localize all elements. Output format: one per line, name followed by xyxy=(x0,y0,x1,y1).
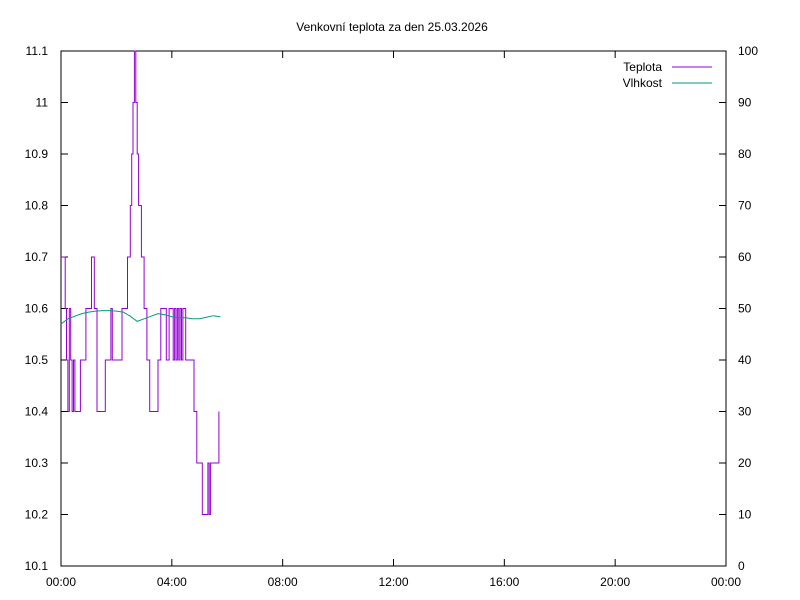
y-left-tick-label: 10.6 xyxy=(25,302,49,316)
axis-ticks xyxy=(60,50,727,567)
y-right-tick-label: 10 xyxy=(738,508,752,522)
x-tick-label: 12:00 xyxy=(378,575,408,589)
legend: Teplota Vlhkost xyxy=(623,60,712,90)
y-right-tick-label: 80 xyxy=(738,147,752,161)
series-line-teplota xyxy=(61,50,220,515)
y-right-tick-label: 30 xyxy=(738,405,752,419)
x-tick-label: 16:00 xyxy=(489,575,519,589)
x-tick-label: 08:00 xyxy=(268,575,298,589)
y-left-tick-label: 10.2 xyxy=(25,508,49,522)
y-right-tick-label: 100 xyxy=(738,44,758,58)
tick-labels: 10.1 10.2 10.3 10.4 10.5 10.6 10.7 10.8 10.9 11 11… xyxy=(25,44,759,589)
y-left-tick-label: 10.9 xyxy=(25,147,49,161)
y-left-tick-label: 10.5 xyxy=(25,353,49,367)
y-left-tick-label: 11.1 xyxy=(26,44,49,58)
y-right-tick-label: 60 xyxy=(738,250,752,264)
x-tick-label: 04:00 xyxy=(157,575,187,589)
y-right-tick-label: 50 xyxy=(738,302,752,316)
legend-label: Vlhkost xyxy=(623,76,663,90)
y-left-tick-label: 10.7 xyxy=(25,250,49,264)
series-line-vlhkost xyxy=(60,310,221,325)
x-tick-label: 00:00 xyxy=(711,575,741,589)
y-right-tick-label: 20 xyxy=(738,456,752,470)
y-left-tick-label: 11 xyxy=(36,96,49,110)
y-left-tick-label: 10.8 xyxy=(25,199,49,213)
y-right-tick-label: 90 xyxy=(738,96,752,110)
y-left-tick-label: 10.1 xyxy=(25,559,49,573)
legend-label: Teplota xyxy=(623,60,662,74)
series-lines xyxy=(60,50,221,515)
x-tick-label: 20:00 xyxy=(600,575,630,589)
chart-title: Venkovní teplota za den 25.03.2026 xyxy=(296,20,488,34)
x-tick-label: 00:00 xyxy=(46,575,76,589)
y-left-tick-label: 10.4 xyxy=(25,405,49,419)
y-right-tick-label: 0 xyxy=(738,559,745,573)
y-right-tick-label: 40 xyxy=(738,353,752,367)
y-left-tick-label: 10.3 xyxy=(25,456,49,470)
y-right-tick-label: 70 xyxy=(738,199,752,213)
